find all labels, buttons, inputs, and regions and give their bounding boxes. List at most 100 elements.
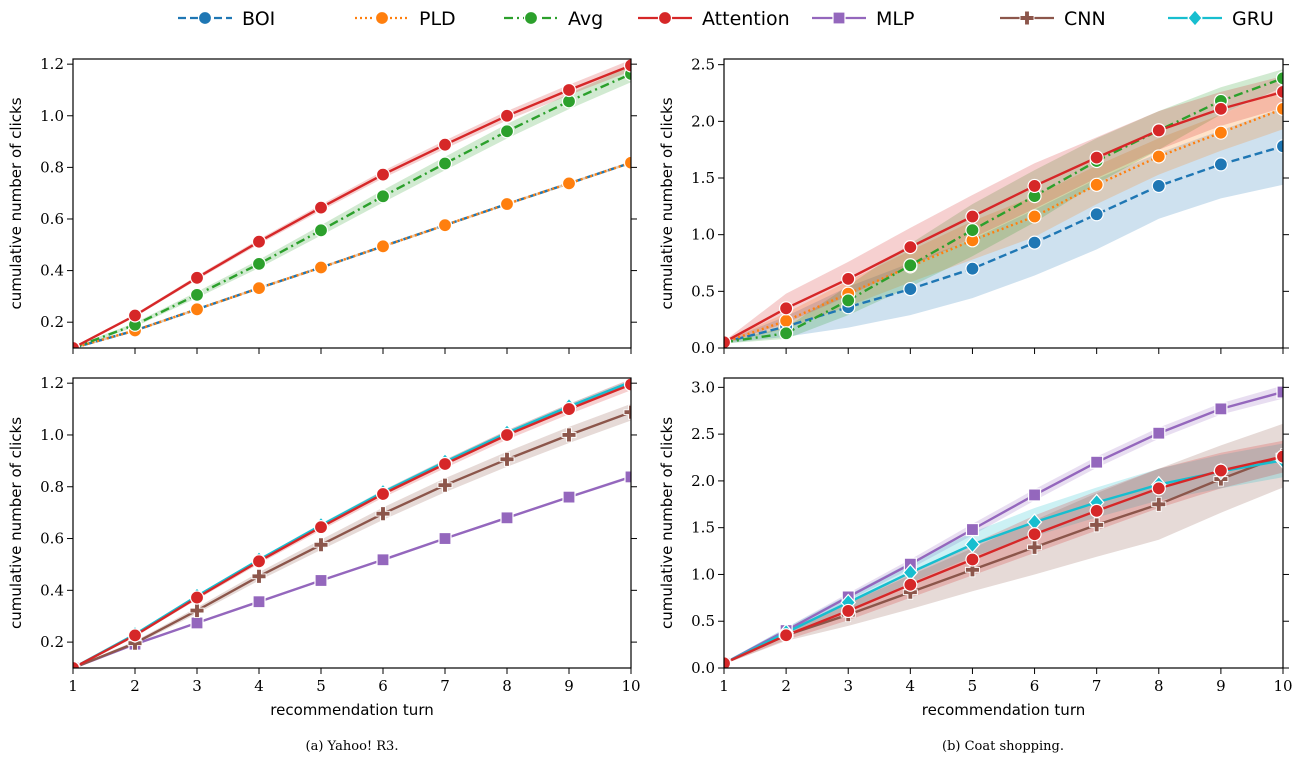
y-tick-label: 2.0 bbox=[691, 472, 715, 490]
point-attention bbox=[251, 234, 267, 249]
point-attention bbox=[779, 301, 794, 316]
legend-label-mlp: MLP bbox=[876, 8, 914, 30]
x-tick-label: 5 bbox=[316, 677, 326, 695]
point-attention bbox=[561, 401, 577, 417]
series-line-cnn bbox=[73, 411, 631, 668]
point-attention bbox=[437, 137, 453, 152]
legend: BOI PLD Avg Attention MLP CNN GRU bbox=[178, 8, 1274, 30]
y-tick-label: 0.2 bbox=[40, 313, 64, 331]
point-mlp bbox=[1027, 488, 1042, 502]
y-tick-label: 2.5 bbox=[691, 56, 715, 74]
y-tick-label: 0.8 bbox=[40, 158, 64, 176]
legend-marker-gru bbox=[1187, 9, 1203, 27]
point-attention bbox=[189, 590, 205, 605]
x-tick-label: 6 bbox=[1030, 677, 1040, 695]
plot-area bbox=[724, 385, 1283, 668]
band-attention bbox=[73, 59, 631, 348]
y-tick-label: 0.0 bbox=[691, 339, 715, 357]
point-mlp bbox=[438, 531, 452, 546]
panel-bottom-left: 0.2 0.4 0.6 0.8 1.0 1.2 1 2 3 4 5 6 7 8 9 10 cumulative … bbox=[7, 374, 641, 719]
point-avg bbox=[903, 258, 918, 273]
band-attention bbox=[724, 76, 1283, 344]
y-axis-label: cumulative number of clicks bbox=[658, 97, 676, 309]
panel-top-right: 0.0 0.5 1.0 1.5 2.0 2.5 cumulative number of c… bbox=[658, 56, 1289, 357]
legend-item-attention: Attention bbox=[638, 8, 790, 30]
point-cnn bbox=[1089, 517, 1105, 533]
point-attention bbox=[1027, 527, 1042, 542]
y-tick-label: 2.0 bbox=[691, 112, 715, 130]
point-attention bbox=[313, 200, 329, 215]
series-line-boi bbox=[73, 161, 631, 348]
x-tick-label: 1 bbox=[68, 677, 78, 695]
series-line-attention bbox=[73, 64, 631, 348]
x-tick-label: 2 bbox=[781, 677, 791, 695]
axes-frame bbox=[72, 58, 632, 349]
series-line-cnn bbox=[724, 454, 1283, 665]
point-attention bbox=[841, 603, 856, 619]
point-boi bbox=[965, 261, 980, 276]
point-mlp bbox=[500, 511, 514, 525]
point-avg bbox=[189, 287, 205, 302]
y-tick-label: 0.0 bbox=[691, 659, 715, 677]
point-cnn bbox=[964, 562, 980, 578]
y-tick-label: 0.6 bbox=[40, 210, 64, 228]
point-attention bbox=[251, 554, 267, 569]
legend-item-gru: GRU bbox=[1168, 8, 1274, 30]
point-attention bbox=[127, 308, 143, 323]
x-tick-label: 3 bbox=[192, 677, 202, 695]
point-mlp bbox=[1090, 455, 1104, 469]
point-pld bbox=[1151, 149, 1166, 164]
point-attention bbox=[1151, 123, 1166, 138]
point-pld bbox=[1213, 125, 1228, 140]
series-line-attention bbox=[724, 90, 1283, 344]
point-attention bbox=[903, 577, 918, 592]
point-attention bbox=[313, 520, 329, 535]
point-avg bbox=[841, 293, 856, 308]
point-pld bbox=[189, 302, 205, 317]
legend-marker-pld bbox=[374, 10, 390, 26]
point-pld bbox=[623, 155, 631, 170]
y-tick-label: 0.5 bbox=[691, 612, 715, 630]
legend-label-gru: GRU bbox=[1232, 8, 1274, 30]
point-avg bbox=[313, 223, 329, 238]
y-tick-label: 1.0 bbox=[40, 107, 64, 125]
x-tick-label: 9 bbox=[564, 677, 574, 695]
series-line-gru bbox=[724, 459, 1283, 665]
point-pld bbox=[1089, 177, 1104, 192]
point-attention bbox=[1089, 150, 1104, 165]
legend-marker-cnn bbox=[1019, 10, 1035, 26]
legend-label-pld: PLD bbox=[419, 8, 456, 30]
band-gru bbox=[724, 443, 1283, 665]
y-tick-label: 0.8 bbox=[40, 478, 64, 496]
caption-right: (b) Coat shopping. bbox=[942, 739, 1064, 754]
point-boi bbox=[1275, 139, 1283, 154]
point-boi bbox=[1089, 207, 1104, 222]
point-cnn bbox=[189, 603, 205, 618]
y-axis-label: cumulative number of clicks bbox=[658, 417, 676, 629]
y-tick-label: 1.0 bbox=[691, 226, 715, 244]
point-attention bbox=[127, 628, 143, 643]
point-boi bbox=[1213, 157, 1228, 172]
panel-top-left: 0.2 0.4 0.6 0.8 1.0 1.2 cumulative number of c… bbox=[7, 55, 637, 354]
y-tick-label: 1.0 bbox=[40, 426, 64, 444]
x-tick-label: 9 bbox=[1216, 677, 1226, 695]
point-avg bbox=[375, 189, 391, 204]
point-attention bbox=[437, 456, 453, 472]
legend-label-cnn: CNN bbox=[1064, 8, 1106, 30]
y-tick-label: 0.2 bbox=[40, 633, 64, 651]
caption-left: (a) Yahoo! R3. bbox=[306, 739, 399, 754]
point-cnn bbox=[251, 568, 267, 584]
y-axis-label: cumulative number of clicks bbox=[7, 417, 25, 629]
x-tick-label: 3 bbox=[843, 677, 853, 695]
y-tick-label: 1.5 bbox=[691, 169, 715, 187]
point-pld bbox=[437, 218, 453, 233]
point-attention bbox=[1275, 84, 1283, 99]
point-attention bbox=[73, 340, 81, 348]
point-attention bbox=[724, 656, 732, 668]
x-tick-label: 8 bbox=[1154, 677, 1164, 695]
point-pld bbox=[313, 260, 329, 275]
point-attention bbox=[189, 270, 205, 285]
point-pld bbox=[1027, 209, 1042, 224]
point-boi bbox=[903, 281, 918, 297]
point-pld bbox=[779, 313, 794, 328]
